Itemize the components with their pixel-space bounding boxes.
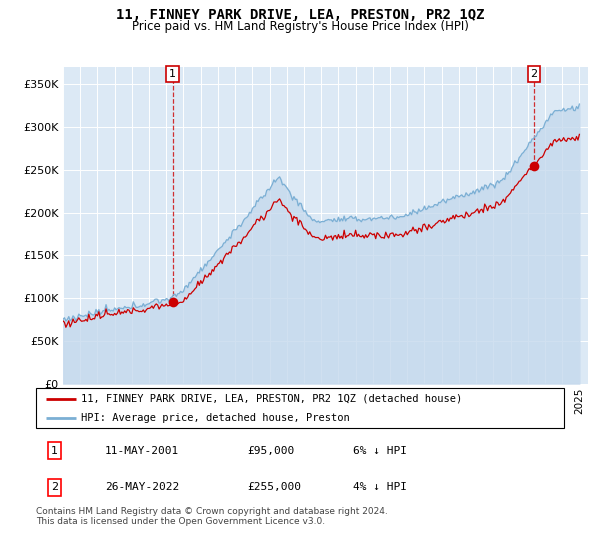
Text: 1: 1 [51, 446, 58, 456]
Text: 6% ↓ HPI: 6% ↓ HPI [353, 446, 407, 456]
Text: £255,000: £255,000 [247, 482, 301, 492]
Text: Contains HM Land Registry data © Crown copyright and database right 2024.
This d: Contains HM Land Registry data © Crown c… [36, 507, 388, 526]
Text: 11, FINNEY PARK DRIVE, LEA, PRESTON, PR2 1QZ (detached house): 11, FINNEY PARK DRIVE, LEA, PRESTON, PR2… [81, 394, 462, 404]
Text: 2: 2 [530, 69, 538, 79]
Text: 1: 1 [169, 69, 176, 79]
Text: 26-MAY-2022: 26-MAY-2022 [104, 482, 179, 492]
Text: £95,000: £95,000 [247, 446, 295, 456]
Text: 2: 2 [51, 482, 58, 492]
Text: Price paid vs. HM Land Registry's House Price Index (HPI): Price paid vs. HM Land Registry's House … [131, 20, 469, 33]
Text: HPI: Average price, detached house, Preston: HPI: Average price, detached house, Pres… [81, 413, 350, 423]
Text: 4% ↓ HPI: 4% ↓ HPI [353, 482, 407, 492]
Text: 11, FINNEY PARK DRIVE, LEA, PRESTON, PR2 1QZ: 11, FINNEY PARK DRIVE, LEA, PRESTON, PR2… [116, 8, 484, 22]
Text: 11-MAY-2001: 11-MAY-2001 [104, 446, 179, 456]
